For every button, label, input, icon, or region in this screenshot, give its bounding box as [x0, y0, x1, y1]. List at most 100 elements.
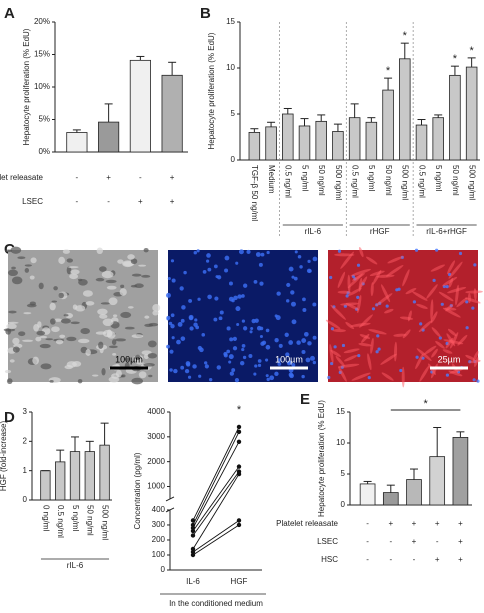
cell [138, 371, 147, 379]
y-tick-label: 20% [34, 17, 50, 26]
fibre [347, 287, 362, 296]
bar [429, 456, 446, 506]
fibre [431, 348, 438, 358]
row-value: + [435, 519, 440, 528]
nucleus [367, 376, 371, 380]
nucleus [284, 332, 289, 337]
nucleus [285, 352, 290, 357]
nucleus [250, 326, 254, 330]
bar [432, 117, 444, 161]
fibre [376, 274, 395, 278]
cell [11, 276, 23, 285]
cell [99, 266, 107, 272]
significance: * [403, 30, 408, 42]
cell [106, 285, 117, 290]
cell [6, 323, 17, 330]
cell [69, 273, 79, 280]
nucleus [297, 255, 302, 259]
point [190, 518, 196, 523]
bar [282, 113, 294, 161]
nucleus [301, 374, 305, 379]
fibre [380, 353, 397, 365]
nucleus [310, 355, 315, 361]
fibre [419, 365, 430, 382]
significance: * [386, 65, 391, 77]
x-tick-label: 0.5 ng/ml [351, 165, 360, 198]
y-axis-label: Hepatocyte proliferation (% EdU) [22, 28, 31, 145]
y-tick-label: 4000 [147, 407, 165, 416]
row-value: + [435, 555, 440, 564]
cell [66, 336, 77, 342]
fibre [347, 273, 363, 289]
nucleus [345, 294, 349, 298]
fibre [445, 304, 454, 312]
nucleus [289, 373, 294, 379]
nucleus [376, 334, 380, 338]
nucleus [259, 326, 264, 331]
cell [127, 306, 134, 309]
nucleus [204, 361, 208, 365]
cell [152, 310, 159, 316]
fibre [393, 333, 407, 337]
bar [365, 121, 378, 161]
x-tick-label: 5 ng/ml [71, 505, 80, 531]
nucleus [257, 363, 262, 368]
fibre [347, 274, 351, 293]
nucleus [224, 255, 230, 261]
cell [51, 300, 58, 303]
row-value: - [76, 197, 79, 206]
fibre [442, 276, 458, 287]
nucleus [239, 360, 245, 366]
fibre [442, 349, 453, 354]
nucleus [232, 336, 237, 342]
fibre [474, 357, 479, 367]
cell [18, 331, 26, 337]
fibre [361, 333, 370, 343]
cell [99, 314, 108, 319]
row-value: - [366, 537, 369, 546]
y-tick-label: 0 [23, 495, 28, 504]
cell [97, 308, 108, 315]
cell [136, 360, 144, 365]
nucleus [193, 250, 198, 255]
nucleus [173, 368, 178, 374]
cell [120, 311, 132, 319]
x-tick-label: 50 ng/ml [86, 505, 95, 536]
x-tick-label: 500 ng/ml [334, 165, 343, 200]
cell [49, 302, 56, 311]
fibre [343, 348, 360, 354]
significance: * [470, 45, 475, 57]
cell [45, 338, 54, 341]
fibre [416, 303, 428, 309]
row-value: - [389, 537, 392, 546]
fibre [448, 278, 454, 288]
group-label: rIL-6+rHGF [426, 227, 467, 236]
nucleus [266, 377, 270, 382]
nucleus [286, 299, 290, 303]
bar [161, 74, 183, 153]
panel-letter: D [4, 409, 15, 426]
nucleus [465, 300, 469, 304]
nucleus [259, 334, 263, 339]
nucleus [201, 333, 206, 337]
x-tick-label: 5 ng/ml [434, 165, 443, 191]
cell [112, 314, 118, 318]
bar [298, 125, 311, 161]
nucleus [312, 360, 317, 365]
row-label: LSEC [22, 197, 43, 206]
nucleus [186, 362, 191, 367]
nucleus [414, 248, 419, 252]
nucleus [371, 307, 376, 311]
nucleus [170, 259, 175, 263]
nucleus [265, 328, 270, 333]
cell [7, 269, 19, 277]
nucleus [291, 362, 296, 367]
nucleus [206, 253, 211, 258]
cell [108, 297, 118, 306]
fibre [369, 270, 385, 277]
cell [127, 254, 135, 260]
cell [141, 274, 151, 278]
nucleus [232, 346, 238, 351]
pair-line [192, 441, 240, 529]
